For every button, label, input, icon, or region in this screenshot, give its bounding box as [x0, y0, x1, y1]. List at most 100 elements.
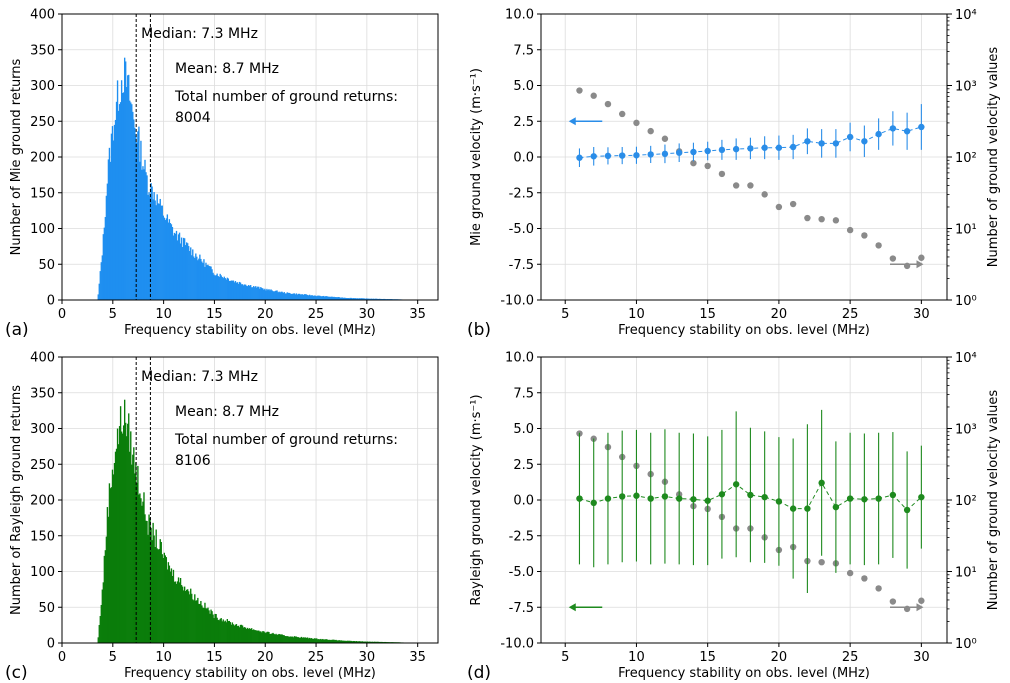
histogram-bar [323, 639, 325, 643]
histogram-bar [127, 75, 129, 301]
histogram-bar [168, 565, 171, 643]
histogram-bar [373, 298, 376, 300]
histogram-bar [328, 639, 330, 643]
y-tick-label: 300 [30, 79, 55, 94]
velocity-point [789, 143, 797, 151]
count-point [861, 575, 868, 582]
histogram-bar [305, 294, 308, 300]
histogram-bar [287, 292, 289, 300]
histogram-bar [166, 214, 169, 300]
histogram-bar [281, 634, 283, 643]
histogram-bar [227, 278, 230, 300]
histogram-bar [126, 436, 128, 643]
histogram-bar [201, 261, 203, 300]
histogram-bar [137, 465, 139, 643]
histogram-bar [183, 238, 186, 300]
histogram-bar [235, 624, 238, 643]
histogram-bar [137, 131, 139, 300]
histogram-bar [235, 282, 238, 300]
histogram-bar [97, 294, 99, 300]
histogram-bar [334, 297, 336, 300]
histogram-bar [255, 630, 257, 643]
histogram-bar [309, 638, 312, 643]
histogram-bar [165, 557, 168, 643]
histogram-bar [306, 637, 309, 643]
velocity-point [875, 130, 882, 138]
histogram-bar [215, 614, 217, 643]
velocity-point [818, 479, 825, 487]
median-annotation: Median: 7.3 MHz [141, 369, 258, 385]
y2-tick-label: 10⁴ [955, 351, 977, 366]
arrow-head [568, 117, 576, 126]
histogram-bar [219, 618, 221, 643]
histogram-bar [301, 294, 304, 300]
velocity-point [704, 497, 711, 504]
histogram-bar [350, 297, 352, 300]
histogram-bar [253, 286, 255, 300]
velocity-point [889, 491, 897, 499]
histogram-bar [108, 483, 111, 643]
histogram-bar [217, 275, 219, 300]
histogram-bar [317, 639, 319, 643]
x-tick-label: 15 [206, 307, 223, 322]
histogram-bar [221, 621, 223, 643]
velocity-point [804, 505, 811, 512]
histogram-bar [281, 291, 283, 300]
histogram-bar [275, 633, 277, 643]
count-point [875, 242, 882, 249]
histogram-bar [152, 199, 154, 300]
histogram-bar [216, 617, 218, 643]
velocity-point [775, 144, 783, 151]
histogram-bar [102, 582, 105, 643]
x-tick-label: 5 [109, 650, 117, 665]
histogram-bar [241, 284, 244, 300]
histogram-bar [103, 555, 106, 643]
histogram-bar [156, 194, 158, 300]
histogram-bar [319, 295, 321, 300]
histogram-bar [218, 620, 220, 643]
histogram-bar [261, 288, 263, 300]
y-tick-label: 0.0 [513, 151, 534, 166]
histogram-bar [322, 638, 324, 643]
velocity-point [718, 491, 726, 498]
histogram-bar [368, 298, 371, 300]
histogram-bar [276, 634, 278, 643]
histogram-bar [377, 641, 379, 643]
histogram-bar [262, 288, 264, 300]
count-point [704, 162, 711, 170]
histogram-bar [283, 291, 285, 300]
y-tick-label: 100 [30, 565, 55, 580]
histogram-bar [199, 603, 201, 643]
histogram-bar [355, 298, 358, 300]
velocity-point [832, 503, 840, 511]
histogram-bar [224, 278, 226, 300]
y-tick-label: 5.0 [513, 79, 534, 94]
histogram-bar [103, 227, 106, 300]
histogram-bar [121, 433, 124, 643]
histogram-bar [170, 568, 173, 643]
left-axis-arrow [568, 117, 603, 126]
histogram-bar [192, 249, 194, 300]
y-tick-label: -5.0 [509, 222, 534, 237]
histogram-bar [272, 291, 274, 300]
velocity-point [761, 144, 768, 151]
histogram-bar [238, 627, 241, 643]
histogram-bar [311, 638, 314, 643]
x-tick-label: 20 [257, 307, 274, 322]
histogram-bar [352, 298, 355, 300]
histogram-bar [182, 590, 185, 643]
histogram-bar [177, 577, 180, 643]
histogram-bar [226, 619, 228, 643]
histogram-bar [125, 422, 127, 643]
histogram-bar [154, 200, 156, 300]
histogram-bar [298, 637, 301, 643]
histogram-bar [318, 639, 320, 643]
histogram-bar [115, 448, 118, 643]
histogram-bar [225, 622, 227, 643]
velocity-point [619, 152, 626, 159]
velocity-point [690, 496, 697, 503]
histogram-bar [105, 195, 108, 300]
histogram-bar [210, 609, 212, 643]
y-axis-label: Rayleigh ground velocity (m·s⁻¹) [469, 394, 484, 605]
histogram-bar [205, 262, 207, 300]
